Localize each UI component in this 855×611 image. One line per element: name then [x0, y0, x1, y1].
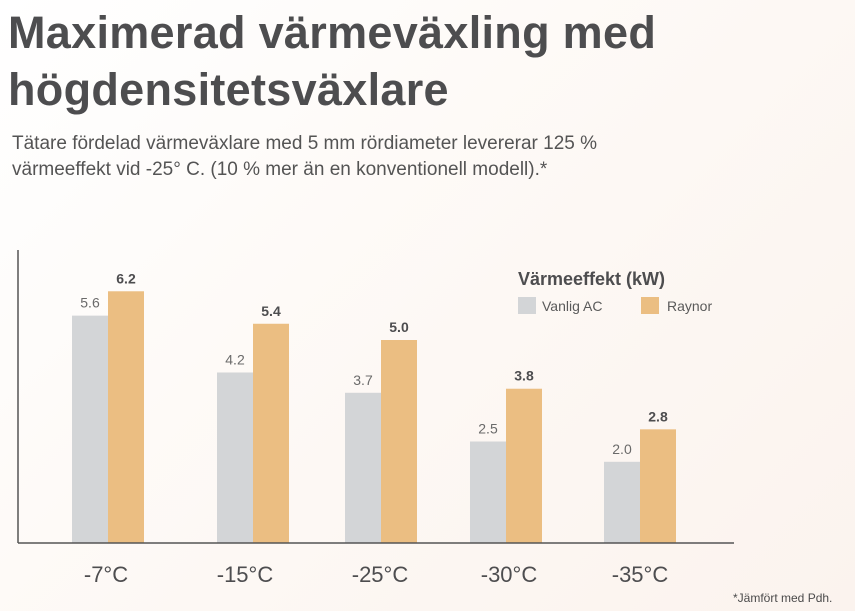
x-tick-label-0: -7°C	[84, 562, 128, 587]
data-label-vanlig-ac-4: 2.0	[612, 441, 632, 457]
legend-title: Värmeeffekt (kW)	[518, 269, 665, 289]
subtitle-line-1: Tätare fördelad värmeväxlare med 5 mm rö…	[12, 133, 598, 154]
bar-vanlig-ac-3	[470, 441, 506, 543]
x-tick-label-2: -25°C	[352, 562, 409, 587]
bar-vanlig-ac-0	[72, 315, 108, 543]
legend-swatch-raynor	[641, 297, 659, 314]
legend-swatch-vanlig-ac	[518, 297, 536, 314]
title-line-2: högdensitetsväxlare	[8, 64, 449, 115]
data-label-vanlig-ac-3: 2.5	[478, 421, 498, 437]
bars-group: 5.6 6.2 -7°C 4.2 5.4 -15°C 3.7 5.0 -25°C 2.5 3.8 -3…	[72, 270, 676, 587]
page-title: Maximerad värmeväxling med högdensitetsv…	[8, 4, 848, 118]
data-label-vanlig-ac-1: 4.2	[225, 351, 245, 367]
bar-raynor-1	[253, 323, 289, 543]
data-label-raynor-3: 3.8	[514, 368, 534, 384]
bar-raynor-2	[381, 340, 417, 543]
subtitle: Tätare fördelad värmeväxlare med 5 mm rö…	[12, 131, 732, 183]
data-label-vanlig-ac-2: 3.7	[353, 372, 373, 388]
bar-vanlig-ac-4	[604, 461, 640, 543]
data-label-vanlig-ac-0: 5.6	[80, 295, 100, 311]
x-tick-label-4: -35°C	[612, 562, 669, 587]
data-label-raynor-0: 6.2	[116, 270, 136, 286]
bar-vanlig-ac-2	[345, 392, 381, 543]
title-line-1: Maximerad värmeväxling med	[8, 7, 657, 58]
footnote: *Jämfört med Pdh.	[733, 591, 833, 605]
bar-vanlig-ac-1	[217, 372, 253, 543]
data-label-raynor-1: 5.4	[261, 303, 281, 319]
x-tick-label-1: -15°C	[217, 562, 274, 587]
bar-raynor-4	[640, 429, 676, 543]
x-tick-label-3: -30°C	[481, 562, 538, 587]
legend-label-vanlig-ac: Vanlig AC	[542, 298, 602, 314]
data-label-raynor-2: 5.0	[389, 319, 409, 335]
bar-raynor-0	[108, 291, 144, 543]
legend: Värmeeffekt (kW) Vanlig AC Raynor	[518, 269, 712, 314]
bar-raynor-3	[506, 388, 542, 543]
subtitle-line-2: värmeeffekt vid -25° C. (10 % mer än en …	[12, 159, 548, 180]
data-label-raynor-4: 2.8	[648, 408, 668, 424]
legend-label-raynor: Raynor	[667, 298, 712, 314]
